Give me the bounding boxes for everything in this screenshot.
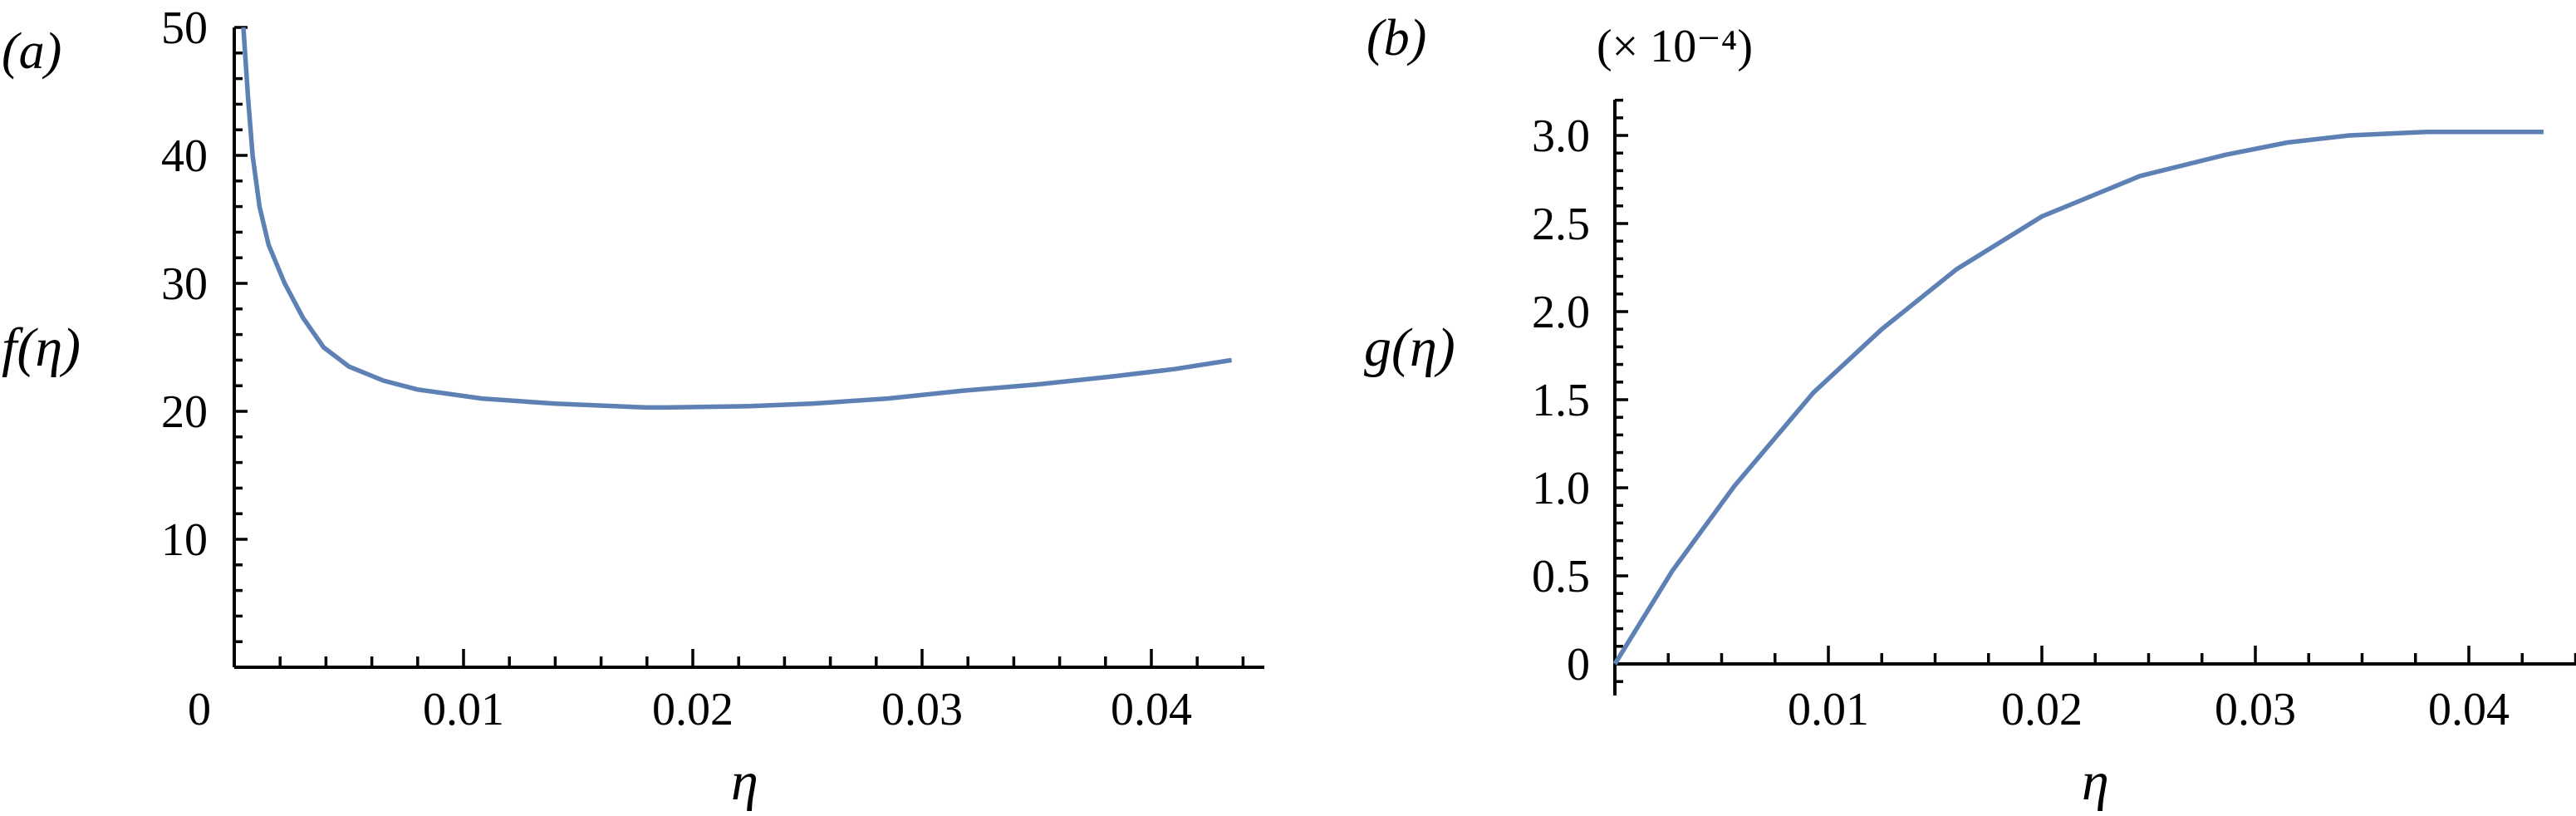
panel-a-xlabel: η xyxy=(731,751,758,812)
y-tick-label: 50 xyxy=(161,2,208,54)
x-tick-label: 0 xyxy=(188,684,211,735)
y-tick-label: 10 xyxy=(161,514,208,566)
x-tick-label: 0.01 xyxy=(423,684,504,735)
y-tick-label: 2.5 xyxy=(1532,199,1590,250)
panel-b: (b) (× 10⁻⁴) g(η) η 0.01 0.02 0.03 0.04 0 0.5… xyxy=(1364,10,2576,812)
panel-b-xlabel: η xyxy=(2082,751,2109,812)
panel-b-ticks xyxy=(1615,98,2576,683)
panel-a-curve xyxy=(241,27,1233,410)
x-tick-label: 0.03 xyxy=(881,684,963,735)
y-tick-label: 3.0 xyxy=(1532,111,1590,162)
y-tick-label: 1.5 xyxy=(1532,375,1590,426)
panel-b-multiplier: (× 10⁻⁴) xyxy=(1597,21,1753,72)
y-tick-label: 20 xyxy=(161,386,208,438)
x-tick-label: 0.02 xyxy=(2001,684,2083,735)
panel-a-ylabel: f(η) xyxy=(2,317,81,378)
panel-b-ylabel: g(η) xyxy=(1364,317,1455,378)
x-tick-label: 0.03 xyxy=(2215,684,2296,735)
x-tick-label: 0.04 xyxy=(1111,684,1192,735)
panel-a-axes xyxy=(233,27,1264,669)
x-tick-label: 0.02 xyxy=(652,684,734,735)
panel-a-label: (a) xyxy=(2,23,61,80)
panel-b-curve xyxy=(1612,130,2544,666)
panel-b-axes xyxy=(1613,100,2576,696)
panel-b-tick-labels: 0.01 0.02 0.03 0.04 0 0.5 1.0 1.5 2.0 2.5 3.0 xyxy=(1532,111,2510,735)
y-tick-label: 30 xyxy=(161,258,208,310)
y-tick-label: 0.5 xyxy=(1532,551,1590,602)
x-tick-label: 0.01 xyxy=(1788,684,1869,735)
x-tick-label: 0.04 xyxy=(2428,684,2510,735)
y-tick-label: 2.0 xyxy=(1532,287,1590,338)
panel-a-ticks xyxy=(234,26,1245,667)
panel-a: (a) f(η) η 0 0.01 0.02 0.03 0.04 10 20 30 40 50 xyxy=(2,2,1264,812)
panel-a-tick-labels: 0 0.01 0.02 0.03 0.04 10 20 30 40 50 xyxy=(161,2,1192,735)
y-tick-label: 0 xyxy=(1567,639,1590,691)
y-tick-label: 1.0 xyxy=(1532,463,1590,514)
panel-b-label: (b) xyxy=(1367,10,1426,66)
y-tick-label: 40 xyxy=(161,130,208,182)
